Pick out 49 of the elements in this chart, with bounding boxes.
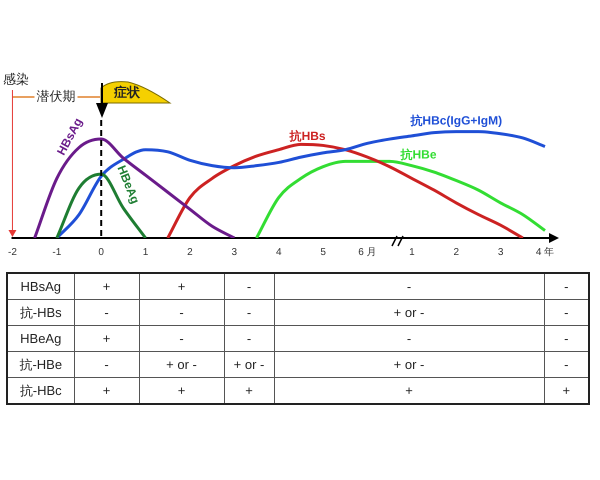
x-tick-label: -2	[8, 246, 18, 258]
text: -	[564, 357, 568, 372]
text: +	[102, 331, 110, 346]
text: -	[564, 305, 568, 320]
text: -	[179, 305, 184, 320]
text: 症状	[113, 84, 141, 100]
text: +	[178, 383, 186, 398]
x-tick-label: 2	[187, 246, 194, 258]
text: -	[246, 279, 252, 294]
text: +	[562, 383, 570, 398]
x-tick-label: 5	[320, 246, 326, 258]
text: + or -	[234, 357, 264, 372]
category-label: HBsAg	[20, 279, 61, 294]
text: + or -	[394, 357, 424, 372]
category-label: 抗-HBs	[20, 304, 62, 320]
text: -	[104, 305, 109, 320]
ref-line-label: 感染	[3, 72, 29, 87]
category-label: 抗-HBe	[19, 356, 62, 372]
text: -	[179, 331, 184, 346]
text: + or -	[394, 305, 424, 320]
text: +	[178, 279, 186, 294]
x-tick-label: 4 年	[536, 246, 554, 258]
text: +	[102, 383, 110, 398]
series-label: 抗HBs	[288, 129, 326, 144]
text: -	[564, 331, 568, 346]
x-tick-label: 6 月	[358, 246, 377, 258]
text: -	[564, 279, 568, 294]
text: -	[406, 331, 412, 346]
text: 潜伏期	[36, 88, 76, 104]
text: +	[245, 383, 253, 398]
text: -	[246, 305, 252, 320]
category-label: 抗-HBc	[20, 382, 62, 398]
series-label: 抗HBc(IgG+IgM)	[409, 113, 502, 128]
x-tick-label: 2	[453, 246, 460, 258]
text: +	[102, 279, 110, 294]
text: + or -	[166, 357, 197, 372]
x-tick-label: 0	[98, 246, 104, 258]
x-tick-label: 3	[498, 246, 504, 258]
text: -	[246, 331, 252, 346]
text: -	[406, 279, 412, 294]
x-tick-label: -1	[52, 246, 62, 258]
x-tick-label: 3	[232, 246, 238, 258]
x-tick-label: 1	[142, 246, 149, 258]
x-tick-label: 4	[276, 246, 282, 258]
text: +	[405, 383, 413, 398]
category-label: HBeAg	[20, 331, 62, 346]
series-label: 抗HBe	[400, 147, 437, 162]
x-tick-label: 1	[409, 246, 416, 258]
text: -	[104, 357, 109, 372]
